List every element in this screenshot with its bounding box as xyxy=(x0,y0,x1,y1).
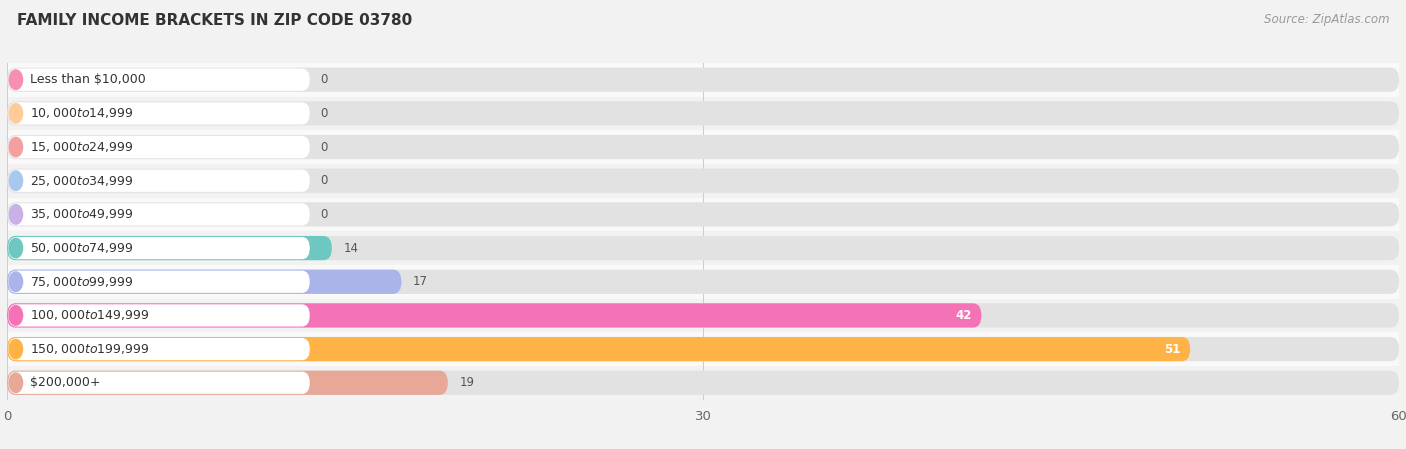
FancyBboxPatch shape xyxy=(7,130,1399,164)
Text: Less than $10,000: Less than $10,000 xyxy=(30,73,145,86)
Text: 0: 0 xyxy=(321,107,328,120)
FancyBboxPatch shape xyxy=(8,102,309,124)
FancyBboxPatch shape xyxy=(8,136,309,158)
FancyBboxPatch shape xyxy=(7,337,1191,361)
FancyBboxPatch shape xyxy=(8,372,309,394)
Text: 0: 0 xyxy=(321,73,328,86)
FancyBboxPatch shape xyxy=(7,97,1399,130)
FancyBboxPatch shape xyxy=(7,169,1399,193)
Text: 0: 0 xyxy=(321,141,328,154)
Text: $15,000 to $24,999: $15,000 to $24,999 xyxy=(30,140,134,154)
Text: $35,000 to $49,999: $35,000 to $49,999 xyxy=(30,207,134,221)
Text: 0: 0 xyxy=(321,174,328,187)
FancyBboxPatch shape xyxy=(7,337,1399,361)
Text: 14: 14 xyxy=(343,242,359,255)
Circle shape xyxy=(8,137,22,157)
FancyBboxPatch shape xyxy=(8,237,309,259)
FancyBboxPatch shape xyxy=(7,236,332,260)
FancyBboxPatch shape xyxy=(8,338,309,360)
FancyBboxPatch shape xyxy=(7,304,981,328)
FancyBboxPatch shape xyxy=(7,371,1399,395)
FancyBboxPatch shape xyxy=(7,299,1399,332)
Circle shape xyxy=(8,272,22,291)
Circle shape xyxy=(8,205,22,224)
Circle shape xyxy=(8,373,22,392)
FancyBboxPatch shape xyxy=(7,63,1399,97)
Circle shape xyxy=(8,238,22,258)
FancyBboxPatch shape xyxy=(8,69,309,91)
FancyBboxPatch shape xyxy=(8,203,309,225)
Text: $200,000+: $200,000+ xyxy=(30,376,100,389)
Text: FAMILY INCOME BRACKETS IN ZIP CODE 03780: FAMILY INCOME BRACKETS IN ZIP CODE 03780 xyxy=(17,13,412,28)
Text: 42: 42 xyxy=(956,309,972,322)
FancyBboxPatch shape xyxy=(8,271,309,293)
Text: $75,000 to $99,999: $75,000 to $99,999 xyxy=(30,275,134,289)
FancyBboxPatch shape xyxy=(8,304,309,326)
Text: 17: 17 xyxy=(413,275,427,288)
FancyBboxPatch shape xyxy=(7,265,1399,299)
Circle shape xyxy=(8,104,22,123)
Text: 51: 51 xyxy=(1164,343,1181,356)
FancyBboxPatch shape xyxy=(7,236,1399,260)
FancyBboxPatch shape xyxy=(7,304,1399,328)
Circle shape xyxy=(8,339,22,359)
FancyBboxPatch shape xyxy=(7,67,1399,92)
FancyBboxPatch shape xyxy=(7,135,1399,159)
Text: 19: 19 xyxy=(460,376,474,389)
FancyBboxPatch shape xyxy=(7,366,1399,400)
Text: $50,000 to $74,999: $50,000 to $74,999 xyxy=(30,241,134,255)
Circle shape xyxy=(8,70,22,89)
Text: $100,000 to $149,999: $100,000 to $149,999 xyxy=(30,308,149,322)
Circle shape xyxy=(8,306,22,325)
Circle shape xyxy=(8,171,22,190)
FancyBboxPatch shape xyxy=(8,170,309,192)
Text: 0: 0 xyxy=(321,208,328,221)
Text: $25,000 to $34,999: $25,000 to $34,999 xyxy=(30,174,134,188)
FancyBboxPatch shape xyxy=(7,269,1399,294)
FancyBboxPatch shape xyxy=(7,202,1399,226)
FancyBboxPatch shape xyxy=(7,269,402,294)
FancyBboxPatch shape xyxy=(7,332,1399,366)
FancyBboxPatch shape xyxy=(7,164,1399,198)
FancyBboxPatch shape xyxy=(7,101,1399,125)
Text: Source: ZipAtlas.com: Source: ZipAtlas.com xyxy=(1264,13,1389,26)
FancyBboxPatch shape xyxy=(7,198,1399,231)
Text: $150,000 to $199,999: $150,000 to $199,999 xyxy=(30,342,149,356)
FancyBboxPatch shape xyxy=(7,231,1399,265)
Text: $10,000 to $14,999: $10,000 to $14,999 xyxy=(30,106,134,120)
FancyBboxPatch shape xyxy=(7,371,447,395)
